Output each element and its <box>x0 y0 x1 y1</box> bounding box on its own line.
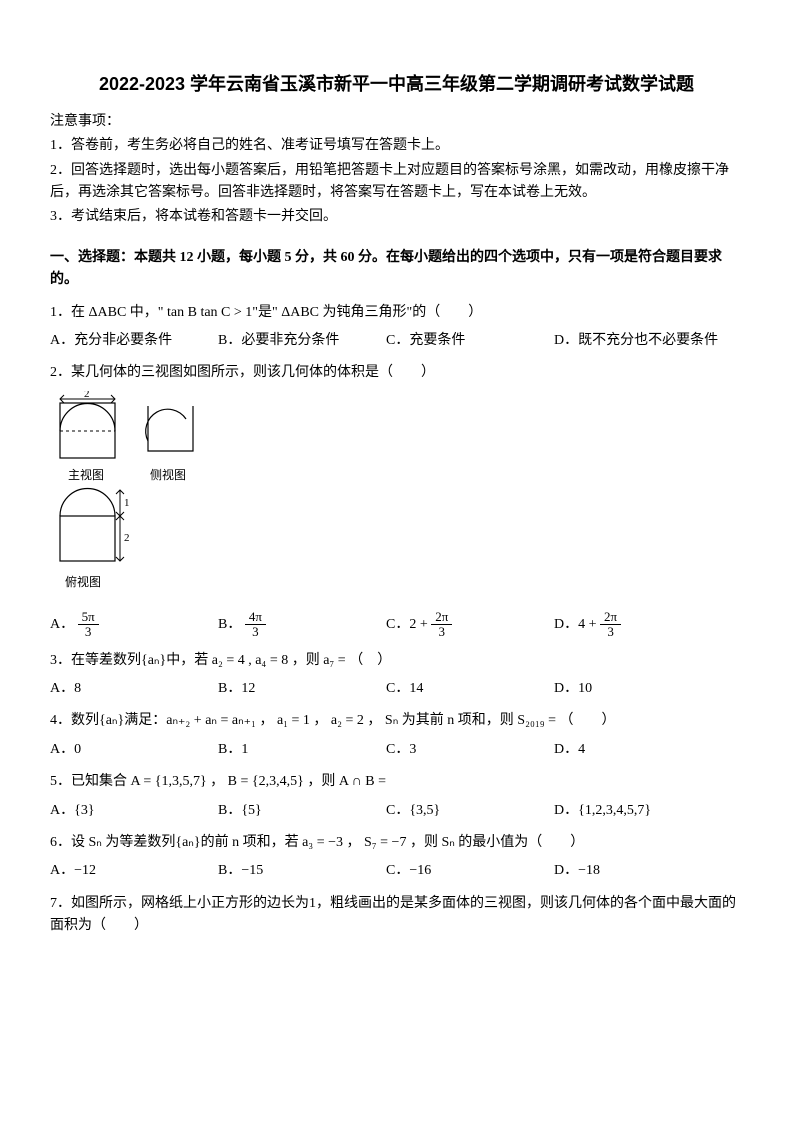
question-1: 1．在 ΔABC 中，" tan B tan C > 1"是" ΔABC 为钝角… <box>50 302 743 324</box>
question-7: 7．如图所示，网格纸上小正方形的边长为1，粗线画出的是某多面体的三视图，则该几何… <box>50 893 743 938</box>
q4-option-d: D．4 <box>554 739 585 761</box>
question-3: 3．在等差数列{aₙ}中，若 a₂ = 4 , a₄ = 8 ，则 a₇ = （… <box>50 650 743 672</box>
q2-option-d: D．4 + 2π3 <box>554 610 621 640</box>
section-1-header: 一、选择题：本题共 12 小题，每小题 5 分，共 60 分。在每小题给出的四个… <box>50 247 743 292</box>
question-3-options: A．8 B．12 C．14 D．10 <box>50 678 743 700</box>
q5-option-c: C．{3,5} <box>386 800 554 822</box>
question-1-options: A．充分非必要条件 B．必要非充分条件 C．充要条件 D．既不充分也不必要条件 <box>50 330 743 352</box>
q3-option-a: A．8 <box>50 678 218 700</box>
q2-option-b: B． 4π3 <box>218 610 386 640</box>
question-5-options: A．{3} B．{5} C．{3,5} D．{1,2,3,4,5,7} <box>50 800 743 822</box>
q1-option-c: C．充要条件 <box>386 330 554 352</box>
q4-option-a: A．0 <box>50 739 218 761</box>
note-line-1: 1．答卷前，考生务必将自己的姓名、准考证号填写在答题卡上。 <box>50 135 743 157</box>
q6-option-a: A．−12 <box>50 860 218 882</box>
top-view-label: 俯视图 <box>65 574 101 589</box>
q5-option-b: B．{5} <box>218 800 386 822</box>
svg-text:2: 2 <box>84 391 90 400</box>
q5-option-d: D．{1,2,3,4,5,7} <box>554 800 651 822</box>
q1-option-d: D．既不充分也不必要条件 <box>554 330 718 352</box>
question-6-options: A．−12 B．−15 C．−16 D．−18 <box>50 860 743 882</box>
q5-option-a: A．{3} <box>50 800 218 822</box>
svg-text:1: 1 <box>124 497 130 509</box>
q1-option-b: B．必要非充分条件 <box>218 330 386 352</box>
q2-option-c: C．2 + 2π3 <box>386 610 554 640</box>
q6-option-c: C．−16 <box>386 860 554 882</box>
svg-text:2: 2 <box>124 532 130 544</box>
note-line-2: 2．回答选择题时，选出每小题答案后，用铅笔把答题卡上对应题目的答案标号涂黑，如需… <box>50 160 743 205</box>
side-view-label: 侧视图 <box>150 467 186 482</box>
q4-option-b: B．1 <box>218 739 386 761</box>
front-view-label: 主视图 <box>68 467 104 482</box>
question-6: 6．设 Sₙ 为等差数列{aₙ}的前 n 项和，若 a₃ = −3 ， S₇ =… <box>50 832 743 854</box>
q3-option-b: B．12 <box>218 678 386 700</box>
front-view-svg: 2 主视图 <box>50 391 128 486</box>
q3-option-c: C．14 <box>386 678 554 700</box>
notes-header: 注意事项： <box>50 111 743 133</box>
question-4-options: A．0 B．1 C．3 D．4 <box>50 739 743 761</box>
note-line-3: 3．考试结束后，将本试卷和答题卡一并交回。 <box>50 206 743 228</box>
q6-option-b: B．−15 <box>218 860 386 882</box>
q4-option-c: C．3 <box>386 739 554 761</box>
top-view-svg: 1 2 俯视图 <box>50 486 150 596</box>
exam-title: 2022-2023 学年云南省玉溪市新平一中高三年级第二学期调研考试数学试题 <box>50 70 743 99</box>
question-2-options: A． 5π3 B． 4π3 C．2 + 2π3 D．4 + 2π3 <box>50 610 743 640</box>
question-4: 4．数列{aₙ}满足：aₙ₊₂ + aₙ = aₙ₊₁ ， a₁ = 1 ， a… <box>50 710 743 732</box>
q6-option-d: D．−18 <box>554 860 600 882</box>
three-view-diagram: 2 主视图 侧视图 1 2 俯视图 <box>50 391 743 604</box>
q1-option-a: A．充分非必要条件 <box>50 330 218 352</box>
question-5: 5．已知集合 A = {1,3,5,7} ， B = {2,3,4,5} ，则 … <box>50 771 743 793</box>
side-view-svg: 侧视图 <box>138 391 208 486</box>
question-2: 2．某几何体的三视图如图所示，则该几何体的体积是（ ） <box>50 362 743 384</box>
q2-option-a: A． 5π3 <box>50 610 218 640</box>
q3-option-d: D．10 <box>554 678 592 700</box>
